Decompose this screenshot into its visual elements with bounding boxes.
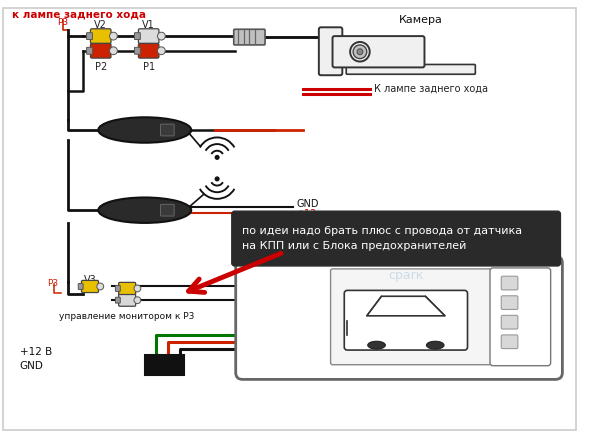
FancyBboxPatch shape xyxy=(145,355,184,374)
FancyBboxPatch shape xyxy=(345,290,468,350)
Text: К лампе заднего хода: К лампе заднего хода xyxy=(374,84,488,94)
FancyBboxPatch shape xyxy=(501,296,518,310)
FancyBboxPatch shape xyxy=(501,335,518,349)
FancyBboxPatch shape xyxy=(232,211,561,266)
Text: Р3: Р3 xyxy=(57,18,68,28)
Circle shape xyxy=(134,285,141,292)
FancyBboxPatch shape xyxy=(490,268,551,366)
Circle shape xyxy=(110,32,117,40)
Text: GND: GND xyxy=(297,199,319,209)
Circle shape xyxy=(97,283,104,290)
Text: на КПП или с Блока предохранителей: на КПП или с Блока предохранителей xyxy=(242,240,466,251)
Circle shape xyxy=(215,177,219,181)
Text: P1: P1 xyxy=(143,61,155,71)
FancyBboxPatch shape xyxy=(118,283,136,294)
Text: cparк: cparк xyxy=(388,269,424,282)
Text: Р3: Р3 xyxy=(47,279,58,288)
FancyBboxPatch shape xyxy=(82,280,98,293)
FancyBboxPatch shape xyxy=(78,283,83,290)
Text: V3: V3 xyxy=(83,275,96,285)
Text: Камера: Камера xyxy=(398,14,442,25)
FancyBboxPatch shape xyxy=(236,256,562,379)
FancyBboxPatch shape xyxy=(86,33,92,39)
Text: +12 В: +12 В xyxy=(20,347,52,357)
FancyBboxPatch shape xyxy=(234,29,265,45)
Circle shape xyxy=(157,32,165,40)
FancyBboxPatch shape xyxy=(319,27,342,75)
Circle shape xyxy=(134,297,141,304)
Text: по идеи надо брать плюс с провода от датчика: по идеи надо брать плюс с провода от дат… xyxy=(242,226,522,236)
Text: GND: GND xyxy=(20,361,43,371)
Ellipse shape xyxy=(98,117,191,143)
Circle shape xyxy=(353,45,367,59)
FancyBboxPatch shape xyxy=(160,205,174,216)
Circle shape xyxy=(350,42,369,61)
Ellipse shape xyxy=(426,341,444,349)
Text: V2: V2 xyxy=(94,21,107,31)
FancyBboxPatch shape xyxy=(160,124,174,136)
FancyBboxPatch shape xyxy=(115,297,120,303)
Ellipse shape xyxy=(368,341,385,349)
Circle shape xyxy=(157,47,165,55)
FancyBboxPatch shape xyxy=(134,33,140,39)
FancyBboxPatch shape xyxy=(330,269,491,365)
FancyBboxPatch shape xyxy=(134,47,140,54)
FancyBboxPatch shape xyxy=(139,43,159,58)
Circle shape xyxy=(110,47,117,55)
Text: V1: V1 xyxy=(142,21,155,31)
FancyBboxPatch shape xyxy=(139,29,159,43)
Circle shape xyxy=(357,49,363,55)
Text: управление монитором к Р3: управление монитором к Р3 xyxy=(59,312,195,321)
FancyBboxPatch shape xyxy=(91,29,111,43)
FancyBboxPatch shape xyxy=(333,36,424,67)
Text: P2: P2 xyxy=(95,61,107,71)
FancyBboxPatch shape xyxy=(501,315,518,329)
FancyBboxPatch shape xyxy=(91,43,111,58)
Ellipse shape xyxy=(98,198,191,223)
FancyBboxPatch shape xyxy=(118,294,136,306)
Text: к лампе заднего хода: к лампе заднего хода xyxy=(12,10,146,20)
Text: +12: +12 xyxy=(297,209,317,219)
FancyBboxPatch shape xyxy=(501,276,518,290)
FancyBboxPatch shape xyxy=(346,64,475,74)
FancyBboxPatch shape xyxy=(86,47,92,54)
FancyBboxPatch shape xyxy=(115,286,120,291)
Circle shape xyxy=(215,155,219,159)
Polygon shape xyxy=(367,296,445,316)
